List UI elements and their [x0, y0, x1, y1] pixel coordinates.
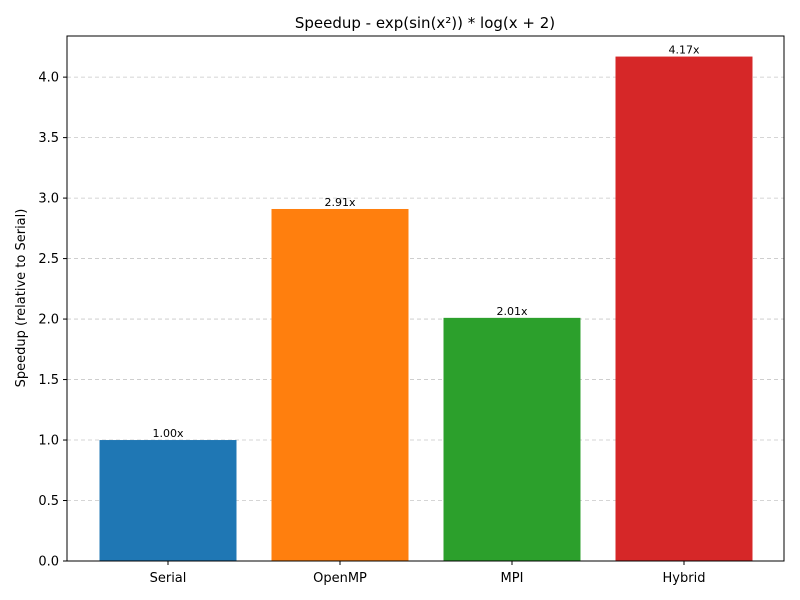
y-tick-label: 2.0 [38, 313, 59, 328]
data-label-mpi: 2.01x [496, 305, 527, 318]
bar-hybrid [615, 56, 753, 562]
y-tick-label: 3.5 [38, 131, 59, 146]
data-label-hybrid: 4.17x [668, 44, 699, 57]
x-axis-ticks: Serial OpenMP MPI Hybrid [150, 561, 706, 586]
bar-mpi [443, 317, 581, 561]
y-tick-label: 2.5 [38, 252, 59, 267]
x-tick-label: Serial [150, 571, 187, 586]
x-tick-label: OpenMP [313, 571, 367, 586]
y-axis-label: Speedup (relative to Serial) [14, 209, 29, 388]
bar-serial [99, 440, 237, 561]
bar-openmp [271, 208, 409, 561]
plot-frame [66, 35, 785, 562]
data-labels: 1.00x 2.91x 2.01x 4.17x [152, 44, 699, 440]
x-tick-label: Hybrid [663, 571, 706, 586]
y-tick-label: 1.5 [38, 373, 59, 388]
data-label-serial: 1.00x [152, 427, 183, 440]
y-tick-label: 4.0 [38, 71, 59, 86]
chart-title: Speedup - exp(sin(x²)) * log(x + 2) [295, 14, 555, 32]
y-tick-label: 0.5 [38, 494, 59, 509]
y-tick-label: 0.0 [38, 555, 59, 570]
data-label-openmp: 2.91x [324, 196, 355, 209]
y-axis-ticks: 0.0 0.5 1.0 1.5 2.0 2.5 3.0 3.5 4.0 [38, 71, 67, 570]
x-tick-label: MPI [501, 571, 524, 586]
y-tick-label: 1.0 [38, 434, 59, 449]
bars [99, 56, 753, 562]
y-tick-label: 3.0 [38, 192, 59, 207]
